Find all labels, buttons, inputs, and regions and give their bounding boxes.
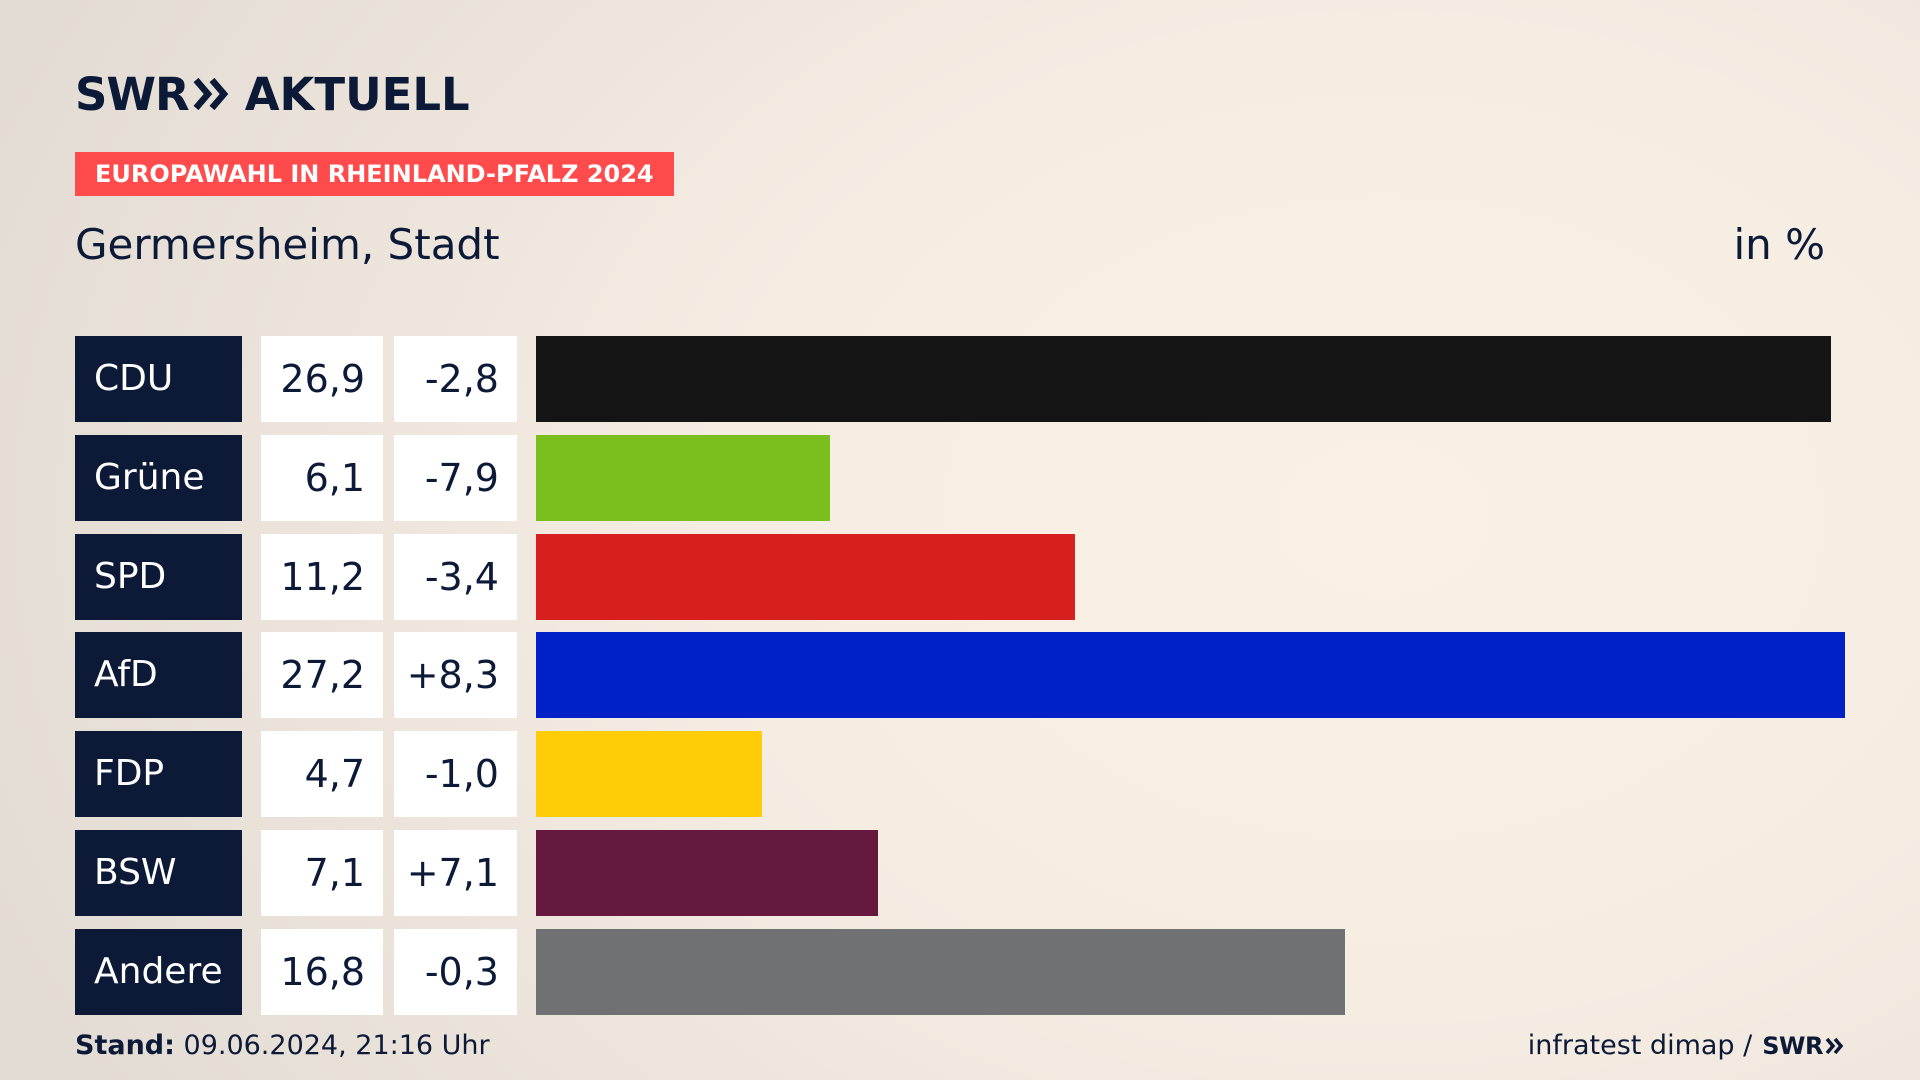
result-row: SPD 11,2 -3,4 xyxy=(0,533,1920,620)
result-bar xyxy=(536,336,1831,422)
change-label: -3,4 xyxy=(394,533,517,620)
vote-share-label: 16,8 xyxy=(261,928,383,1015)
result-row: FDP 4,7 -1,0 xyxy=(0,731,1920,818)
party-label: Grüne xyxy=(75,434,242,521)
source-credit: infratest dimap / SWR xyxy=(1528,1030,1845,1061)
result-row: AfD 27,2 +8,3 xyxy=(0,632,1920,719)
double-chevron-icon xyxy=(193,77,231,111)
result-bar xyxy=(536,731,763,818)
result-row: CDU 26,9 -2,8 xyxy=(0,336,1920,422)
vote-share-label: 6,1 xyxy=(261,434,383,521)
unit-label: in % xyxy=(1733,220,1825,269)
change-label: +7,1 xyxy=(394,830,517,916)
result-bar xyxy=(536,434,830,521)
timestamp: Stand: 09.06.2024, 21:16 Uhr xyxy=(75,1030,490,1061)
change-label: -2,8 xyxy=(394,336,517,422)
result-bar xyxy=(536,632,1845,719)
vote-share-label: 4,7 xyxy=(261,731,383,818)
vote-share-label: 7,1 xyxy=(261,830,383,916)
source-brand: SWR xyxy=(1762,1031,1823,1060)
result-bar xyxy=(536,533,1075,620)
source-text: infratest dimap / xyxy=(1527,1030,1753,1061)
election-badge: EUROPAWAHL IN RHEINLAND-PFALZ 2024 xyxy=(75,152,674,196)
logo-swr-text: SWR xyxy=(75,67,190,121)
party-label: Andere xyxy=(75,928,242,1015)
vote-share-label: 27,2 xyxy=(261,632,383,719)
swr-aktuell-logo: SWR AKTUELL xyxy=(75,66,470,122)
change-label: -0,3 xyxy=(394,928,517,1015)
stand-label: Stand: xyxy=(75,1030,175,1061)
party-label: FDP xyxy=(75,731,242,818)
result-bar xyxy=(536,928,1345,1015)
result-row: BSW 7,1 +7,1 xyxy=(0,830,1920,916)
change-label: -7,9 xyxy=(394,434,517,521)
change-label: -1,0 xyxy=(394,731,517,818)
chart-title: Germersheim, Stadt xyxy=(75,220,500,269)
party-label: BSW xyxy=(75,830,242,916)
result-row: Grüne 6,1 -7,9 xyxy=(0,434,1920,521)
double-chevron-icon xyxy=(1825,1037,1845,1055)
vote-share-label: 11,2 xyxy=(261,533,383,620)
party-label: CDU xyxy=(75,336,242,422)
party-label: AfD xyxy=(75,632,242,719)
result-bar xyxy=(536,830,878,916)
result-row: Andere 16,8 -0,3 xyxy=(0,928,1920,1015)
stand-value: 09.06.2024, 21:16 Uhr xyxy=(183,1030,490,1061)
change-label: +8,3 xyxy=(394,632,517,719)
vote-share-label: 26,9 xyxy=(261,336,383,422)
party-label: SPD xyxy=(75,533,242,620)
logo-aktuell-text: AKTUELL xyxy=(244,67,470,121)
